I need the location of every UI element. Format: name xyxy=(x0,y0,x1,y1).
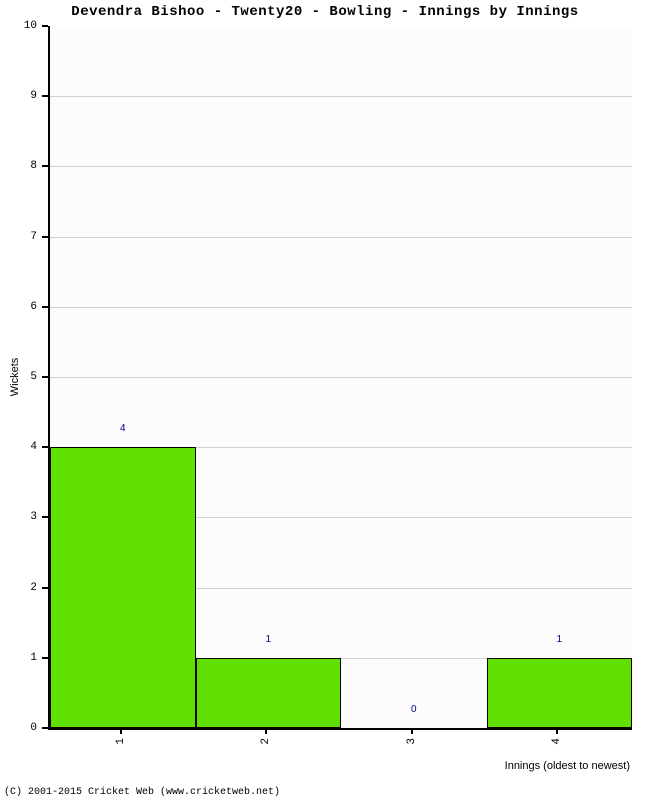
y-tick xyxy=(42,376,48,378)
x-tick-label: 4 xyxy=(551,738,563,745)
x-tick-label: 1 xyxy=(115,738,127,745)
gridline xyxy=(50,96,632,97)
y-tick xyxy=(42,446,48,448)
plot-area: 4 1 0 1 xyxy=(48,26,632,730)
x-tick-label: 2 xyxy=(260,738,272,745)
gridline xyxy=(50,237,632,238)
chart-title: Devendra Bishoo - Twenty20 - Bowling - I… xyxy=(0,4,650,20)
y-axis-title: Wickets xyxy=(9,358,21,397)
y-tick xyxy=(42,165,48,167)
x-tick xyxy=(120,728,122,734)
x-tick xyxy=(556,728,558,734)
bar-value-label: 0 xyxy=(411,704,417,715)
y-tick xyxy=(42,236,48,238)
x-tick xyxy=(411,728,413,734)
gridline xyxy=(50,377,632,378)
y-tick-label: 4 xyxy=(30,441,40,453)
y-tick xyxy=(42,657,48,659)
bar-value-label: 4 xyxy=(120,423,126,434)
y-tick-label: 3 xyxy=(30,511,40,523)
y-tick-label: 5 xyxy=(30,371,40,383)
bar-value-label: 1 xyxy=(265,634,271,645)
y-tick xyxy=(42,306,48,308)
y-tick-label: 7 xyxy=(30,231,40,243)
x-tick-label: 3 xyxy=(406,738,418,745)
y-tick-label: 10 xyxy=(24,20,40,32)
gridline xyxy=(50,307,632,308)
bar xyxy=(487,658,633,728)
y-tick-label: 1 xyxy=(30,652,40,664)
y-tick-label: 0 xyxy=(30,722,40,734)
y-tick xyxy=(42,727,48,729)
bar xyxy=(50,447,196,728)
y-tick xyxy=(42,95,48,97)
x-axis-title: Innings (oldest to newest) xyxy=(505,760,630,772)
y-tick-label: 9 xyxy=(30,90,40,102)
bar-value-label: 1 xyxy=(556,634,562,645)
y-tick-label: 6 xyxy=(30,301,40,313)
copyright-text: (C) 2001-2015 Cricket Web (www.cricketwe… xyxy=(4,787,280,798)
gridline xyxy=(50,166,632,167)
y-tick xyxy=(42,587,48,589)
y-tick-label: 2 xyxy=(30,582,40,594)
y-tick xyxy=(42,516,48,518)
x-tick xyxy=(265,728,267,734)
y-tick-label: 8 xyxy=(30,160,40,172)
bar xyxy=(196,658,342,728)
y-tick xyxy=(42,25,48,27)
